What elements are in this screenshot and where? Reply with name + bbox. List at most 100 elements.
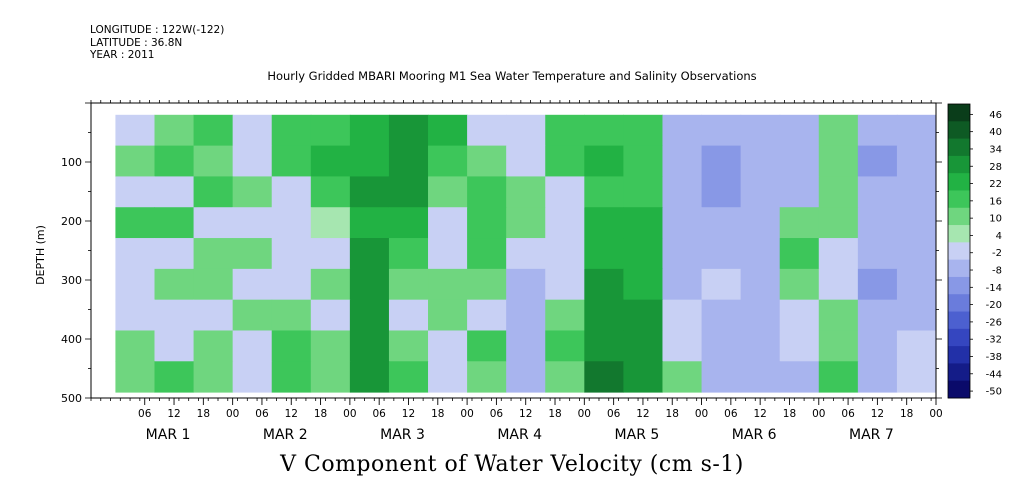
heatmap-cell [154, 361, 195, 393]
heatmap-cell [388, 176, 429, 208]
heatmap-cell [701, 238, 742, 270]
heatmap-cell [701, 361, 742, 393]
heatmap-cell [818, 238, 859, 270]
heatmap-cells [115, 114, 937, 393]
heatmap-cell [506, 299, 546, 331]
heatmap-cell [701, 330, 742, 362]
heatmap-cell [428, 145, 468, 177]
heatmap-cell [545, 268, 585, 301]
colorbar-label: -38 [986, 352, 1002, 363]
heatmap-cell [388, 145, 429, 177]
heatmap-cell [623, 207, 663, 239]
colorbar-swatch [948, 121, 970, 139]
heatmap-cell [115, 145, 155, 177]
heatmap-cell [193, 114, 234, 147]
chart-caption: V Component of Water Velocity (cm s-1) [280, 452, 744, 477]
x-tick-label: 06 [607, 408, 621, 420]
heatmap-cell [740, 330, 781, 362]
x-tick-label: 00 [812, 408, 825, 420]
heatmap-cell [584, 114, 624, 147]
heatmap-cell [388, 114, 429, 147]
y-tick-label: 400 [61, 333, 82, 346]
heatmap-cell [428, 114, 468, 147]
heatmap-cell [428, 207, 468, 239]
heatmap-cell [662, 268, 703, 301]
heatmap-cell [115, 268, 155, 301]
colorbar-label: -2 [992, 248, 1002, 259]
heatmap-cell [818, 299, 859, 331]
colorbar-swatch [948, 138, 970, 157]
heatmap-cell [623, 238, 663, 270]
colorbar-swatch [948, 346, 970, 364]
x-day-label: MAR 1 [146, 427, 191, 443]
heatmap-cell [506, 176, 546, 208]
x-tick-label: 18 [431, 408, 444, 420]
heatmap-cell [545, 145, 585, 177]
colorbar-label: -8 [992, 266, 1002, 277]
heatmap-cell [349, 299, 390, 331]
heatmap-cell [467, 268, 507, 301]
heatmap-cell [232, 207, 273, 239]
heatmap-cell [232, 238, 273, 270]
heatmap-cell [701, 268, 742, 301]
heatmap-cell [467, 114, 507, 147]
y-axis-label: DEPTH (m) [34, 225, 47, 285]
heatmap-cell [662, 238, 703, 270]
colorbar-label: 10 [989, 214, 1002, 225]
longitude-label: LONGITUDE : 122W(-122) [90, 24, 225, 36]
heatmap-cell [388, 299, 429, 331]
heatmap-cell [115, 207, 155, 239]
heatmap-cell [271, 330, 312, 362]
heatmap-cell [271, 268, 312, 301]
colorbar-swatch [948, 311, 970, 330]
heatmap-cell [818, 114, 859, 147]
x-tick-label: 00 [929, 408, 942, 420]
x-day-label: MAR 2 [263, 427, 308, 443]
heatmap-cell [428, 238, 468, 270]
heatmap-cell [662, 299, 703, 331]
heatmap-cell [623, 299, 663, 331]
heatmap-cell [467, 238, 507, 270]
heatmap-cell [779, 268, 820, 301]
heatmap-cell [349, 145, 390, 177]
heatmap-cell [623, 176, 663, 208]
heatmap-cell [623, 114, 663, 147]
heatmap-cell [506, 238, 546, 270]
heatmap-cell [232, 299, 273, 331]
heatmap-cell [779, 176, 820, 208]
x-tick-label: 18 [548, 408, 561, 420]
heatmap-cell [349, 330, 390, 362]
colorbar-swatch [948, 259, 970, 278]
heatmap-cell [740, 145, 781, 177]
heatmap-cell [388, 330, 429, 362]
heatmap-cell [271, 145, 312, 177]
heatmap-cell [506, 268, 546, 301]
heatmap-cell [779, 145, 820, 177]
heatmap-cell [779, 299, 820, 331]
heatmap-cell [857, 176, 898, 208]
header-metadata: LONGITUDE : 122W(-122) LATITUDE : 36.8N … [90, 24, 224, 62]
heatmap-cell [662, 330, 703, 362]
heatmap-cell [467, 207, 507, 239]
heatmap-cell [740, 268, 781, 301]
heatmap-cell [506, 145, 546, 177]
colorbar-swatch [948, 380, 970, 399]
x-tick-label: 12 [519, 408, 532, 420]
heatmap-cell [662, 361, 703, 393]
heatmap-cell [779, 207, 820, 239]
heatmap-cell [115, 299, 155, 331]
heatmap-cell [271, 207, 312, 239]
heatmap-cell [154, 176, 195, 208]
heatmap-cell [388, 238, 429, 270]
heatmap-cell [818, 330, 859, 362]
heatmap-cell [428, 299, 468, 331]
heatmap-cell [428, 268, 468, 301]
colorbar-label: -44 [986, 369, 1002, 380]
heatmap-cell [818, 361, 859, 393]
heatmap-cell [506, 207, 546, 239]
heatmap-cell [545, 361, 585, 393]
heatmap-cell [623, 330, 663, 362]
heatmap-cell [193, 361, 234, 393]
heatmap-cell [896, 114, 937, 147]
heatmap-cell [779, 114, 820, 147]
